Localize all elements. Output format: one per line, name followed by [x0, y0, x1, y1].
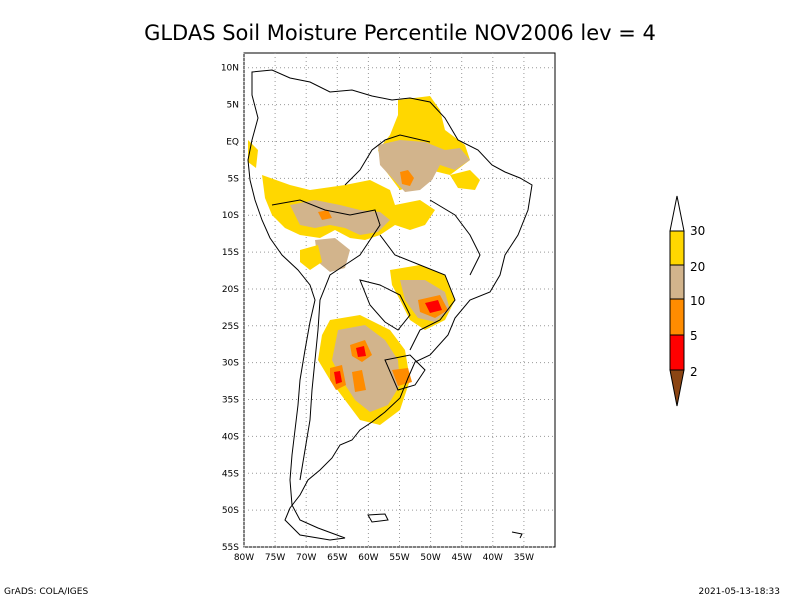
percentile-shading — [248, 96, 480, 425]
border-paraguay — [359, 279, 411, 331]
lon-tick-label: 50W — [420, 553, 440, 563]
footer-timestamp: 2021-05-13-18:33 — [698, 587, 781, 597]
lat-tick-label: 20S — [222, 285, 239, 295]
colorbar: 30 20 10 5 2 — [669, 195, 705, 407]
lat-tick-label: 45S — [222, 469, 239, 479]
colorbar-30 — [669, 230, 685, 266]
lon-tick-label: 75W — [265, 553, 285, 563]
shade-arg-orange-3 — [352, 370, 366, 392]
shade-bolivia-tan — [315, 238, 350, 272]
lat-tick-label: 55S — [222, 543, 239, 553]
lon-tick-label: 80W — [234, 553, 254, 563]
colorbar-label-2: 2 — [690, 365, 698, 379]
lat-tick-label: EQ — [226, 137, 239, 147]
falklands — [367, 513, 389, 523]
latitude-tick-labels: 10N 5N EQ 5S 10S 15S 20S 25S 30S 35S 40S 45S 50S 55S — [221, 64, 239, 553]
shade-north-tan — [378, 140, 470, 192]
colorbar-bottom-arrow — [669, 369, 685, 407]
lon-tick-label: 65W — [327, 553, 347, 563]
shade-north-orange — [400, 170, 414, 186]
lat-tick-label: 15S — [222, 248, 239, 258]
lat-tick-label: 5N — [227, 101, 239, 111]
lat-tick-label: 10N — [221, 64, 239, 74]
lat-tick-label: 50S — [222, 506, 239, 516]
lon-tick-label: 40W — [483, 553, 503, 563]
map-title: GLDAS Soil Moisture Percentile NOV2006 l… — [144, 21, 656, 45]
coastlines — [247, 69, 533, 541]
lat-tick-label: 40S — [222, 432, 239, 442]
footer-source: GrADS: COLA/IGES — [4, 587, 89, 597]
island-east — [511, 531, 523, 539]
shade-arg-red-2 — [334, 371, 342, 384]
shade-arg-red-1 — [356, 346, 366, 357]
lat-tick-label: 35S — [222, 396, 239, 406]
colorbar-5 — [669, 334, 685, 371]
colorbar-label-10: 10 — [690, 294, 705, 308]
colorbar-top-arrow — [669, 195, 685, 232]
longitude-tick-labels: 80W 75W 70W 65W 60W 55W 50W 45W 40W 35W — [234, 553, 534, 563]
shade-west-tan — [290, 200, 390, 235]
colorbar-10 — [669, 298, 685, 336]
lat-tick-label: 10S — [222, 211, 239, 221]
shade-west-orange — [318, 210, 332, 220]
shade-bolivia-yellow — [300, 245, 322, 270]
lat-tick-label: 25S — [222, 322, 239, 332]
shade-se-red — [425, 300, 442, 313]
colorbar-label-5: 5 — [690, 329, 698, 343]
lon-tick-label: 45W — [452, 553, 472, 563]
south-america-coast — [247, 69, 533, 541]
border-brazil-south — [379, 234, 456, 351]
lat-tick-label: 30S — [222, 359, 239, 369]
border-brazil-west — [344, 134, 431, 186]
border-uruguay — [384, 354, 426, 391]
shade-ne-yellow — [450, 170, 480, 190]
shade-arg-tan — [332, 325, 400, 412]
colorbar-label-30: 30 — [690, 224, 705, 238]
lon-tick-label: 55W — [389, 553, 409, 563]
lon-tick-label: 60W — [358, 553, 378, 563]
lon-tick-label: 70W — [296, 553, 316, 563]
colorbar-20 — [669, 264, 685, 300]
lon-tick-label: 35W — [514, 553, 534, 563]
lat-tick-label: 5S — [228, 174, 240, 184]
border-central — [429, 199, 481, 276]
colorbar-label-20: 20 — [690, 260, 705, 274]
border-andes — [271, 199, 381, 331]
border-argentina-chile — [299, 329, 319, 481]
